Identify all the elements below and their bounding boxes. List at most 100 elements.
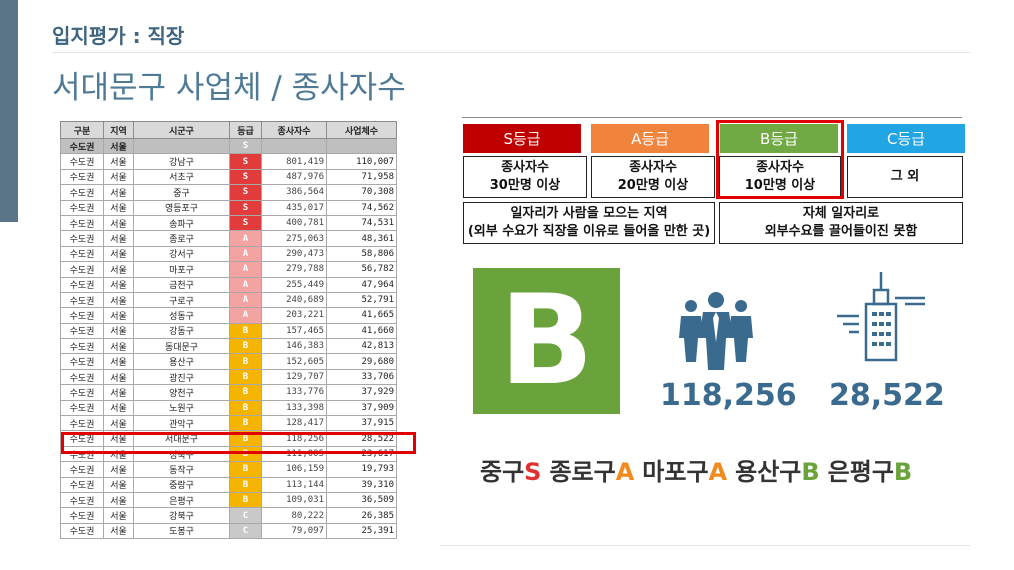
table-row: 수도권 서울 종로구 A 275,063 48,361: [60, 230, 397, 247]
employees-cell: 106,159: [261, 461, 327, 478]
table-row: 수도권 서울 서초구 S 487,976 71,958: [60, 168, 397, 186]
region-cell: 서울: [103, 399, 134, 417]
employees-cell: 79,097: [261, 522, 327, 540]
employees-cell: 109,031: [261, 491, 327, 509]
region-cell: 서울: [103, 307, 134, 324]
employees-cell: 118,256: [261, 430, 327, 447]
category-cell: 수도권: [60, 291, 104, 309]
col-header-district: 시군구: [133, 121, 230, 139]
employees-cell: 290,473: [261, 245, 327, 263]
table-row: 수도권 서울 강동구 B 157,465 41,660: [60, 322, 397, 340]
businesses-cell: 110,007: [326, 153, 397, 170]
category-cell: 수도권: [60, 322, 104, 340]
building-icon: [837, 272, 925, 362]
district-cell: 노원구: [133, 399, 230, 417]
cell: 수도권: [60, 137, 104, 155]
grade-cell: B: [229, 353, 262, 370]
grade-cell: B: [229, 384, 262, 401]
grade-cell: B: [229, 430, 262, 447]
employees-cell: 128,417: [261, 415, 327, 432]
table-row: 수도권 서울 성북구 B 111,005 23,617: [60, 445, 397, 463]
employees-cell: 129,707: [261, 368, 327, 386]
employees-cell: 80,222: [261, 507, 327, 524]
employees-cell: 275,063: [261, 230, 327, 247]
region-cell: 서울: [103, 430, 134, 447]
grade-a-header: A등급: [591, 124, 709, 153]
grade-cell: B: [229, 399, 262, 417]
district-ranking: 중구S 종로구A 마포구A 용산구B 은평구B: [480, 452, 920, 487]
table-row: 수도권 서울 서대문구 B 118,256 28,522: [60, 430, 397, 447]
employees-cell: 801,419: [261, 153, 327, 170]
grade-cell: B: [229, 491, 262, 509]
businesses-cell: 41,665: [326, 307, 397, 324]
desc-line: 일자리가 사람을 모으는 지역: [510, 206, 668, 221]
grade-badge: B: [473, 268, 620, 414]
table-row: 수도권 서울 금천구 A 255,449 47,964: [60, 276, 397, 293]
category-cell: 수도권: [60, 445, 104, 463]
grade-b-highlight-frame: [716, 120, 844, 199]
criteria-line: 30만명 이상: [489, 178, 561, 193]
ranking-district: 마포구: [642, 458, 709, 486]
grade-a-criteria: 종사자수 20만명 이상: [591, 156, 715, 198]
table-row: 수도권 서울 성동구 A 203,221 41,665: [60, 307, 397, 324]
grade-cell: B: [229, 445, 262, 463]
table-row: 수도권 서울 마포구 A 279,788 56,782: [60, 261, 397, 278]
region-cell: 서울: [103, 214, 134, 232]
employees-cell: 435,017: [261, 199, 327, 216]
ranking-district: 은평구: [827, 458, 894, 486]
businesses-cell: 26,385: [326, 507, 397, 524]
ranking-district: 종로구: [549, 458, 616, 486]
category-cell: 수도권: [60, 491, 104, 509]
grade-cell: B: [229, 338, 262, 355]
district-cell: 강서구: [133, 245, 230, 263]
businesses-cell: 36,509: [326, 491, 397, 509]
region-cell: 서울: [103, 322, 134, 340]
grade-cell: A: [229, 276, 262, 293]
desc-left: 일자리가 사람을 모으는 지역 (외부 수요가 직장을 이유로 들어올 만한 곳…: [463, 202, 715, 244]
grade-cell: A: [229, 261, 262, 278]
ranking-item: 은평구B: [828, 458, 913, 486]
category-cell: 수도권: [60, 276, 104, 293]
district-cell: 영등포구: [133, 199, 230, 216]
desc-line: 자체 일자리로: [802, 206, 880, 221]
grade-cell: C: [229, 507, 262, 524]
table-row: 수도권 서울 노원구 B 133,398 37,909: [60, 399, 397, 417]
table-row: 수도권 서울 영등포구 S 435,017 74,562: [60, 199, 397, 216]
businesses-cell: 74,531: [326, 214, 397, 232]
col-header-category: 구분: [60, 121, 104, 139]
district-cell: 성동구: [133, 307, 230, 324]
region-cell: 서울: [103, 415, 134, 432]
businesses-cell: 74,562: [326, 199, 397, 216]
col-header-region: 지역: [103, 121, 134, 139]
criteria-line: 종사자수: [501, 160, 549, 175]
criteria-line: 종사자수: [629, 160, 677, 175]
businesses-stat: 28,522: [829, 378, 945, 413]
grade-cell: A: [229, 307, 262, 324]
district-cell: 동작구: [133, 461, 230, 478]
businesses-cell: 33,706: [326, 368, 397, 386]
district-cell: 금천구: [133, 276, 230, 293]
category-cell: 수도권: [60, 214, 104, 232]
employees-cell: 113,144: [261, 476, 327, 493]
category-cell: 수도권: [60, 230, 104, 247]
employees-cell: 111,005: [261, 445, 327, 463]
grade-cell: B: [229, 476, 262, 493]
cell: [133, 137, 230, 155]
region-cell: 서울: [103, 168, 134, 186]
grade-cell: S: [229, 214, 262, 232]
category-cell: 수도권: [60, 199, 104, 216]
category-cell: 수도권: [60, 368, 104, 386]
employees-cell: 152,605: [261, 353, 327, 370]
businesses-cell: 37,929: [326, 384, 397, 401]
region-cell: 서울: [103, 230, 134, 247]
table-row: 수도권 서울 중구 S 386,564 70,308: [60, 184, 397, 201]
table-row: 수도권 서울 강북구 C 80,222 26,385: [60, 507, 397, 524]
district-cell: 은평구: [133, 491, 230, 509]
grade-cell: S: [229, 153, 262, 170]
region-cell: 서울: [103, 368, 134, 386]
category-cell: 수도권: [60, 415, 104, 432]
criteria-line: 20만명 이상: [617, 178, 689, 193]
category-cell: 수도권: [60, 384, 104, 401]
grade-cell: B: [229, 368, 262, 386]
grade-c-criteria: 그 외: [847, 156, 963, 198]
